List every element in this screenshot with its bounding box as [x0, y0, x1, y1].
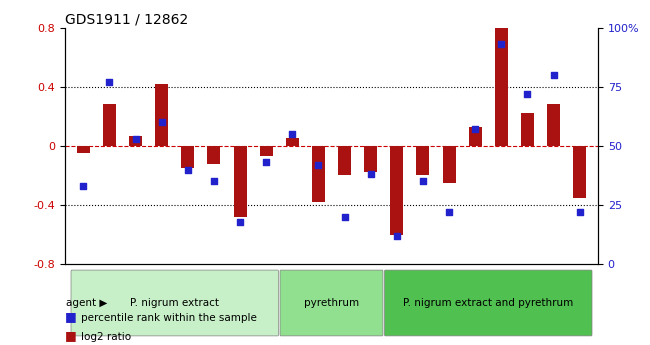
FancyBboxPatch shape: [385, 270, 592, 336]
Bar: [233, 146, 246, 217]
Text: pyrethrum: pyrethrum: [304, 298, 359, 308]
Point: [287, 131, 298, 137]
Bar: [338, 146, 351, 176]
Text: GDS1911 / 12862: GDS1911 / 12862: [65, 12, 188, 27]
Point: [313, 162, 324, 168]
Bar: [259, 146, 273, 156]
Point: [549, 72, 559, 78]
Bar: [364, 146, 377, 172]
Bar: [547, 105, 560, 146]
Bar: [207, 146, 220, 164]
Bar: [469, 127, 482, 146]
Point: [496, 41, 506, 47]
Point: [104, 79, 114, 85]
Point: [339, 214, 350, 220]
Text: agent ▶: agent ▶: [66, 298, 107, 308]
Point: [522, 91, 532, 97]
Point: [365, 171, 376, 177]
FancyBboxPatch shape: [71, 270, 278, 336]
Text: ■: ■: [65, 328, 77, 342]
Point: [470, 127, 480, 132]
Point: [391, 233, 402, 238]
Text: P. nigrum extract: P. nigrum extract: [130, 298, 219, 308]
Bar: [443, 146, 456, 183]
Point: [183, 167, 193, 172]
Bar: [417, 146, 430, 176]
Bar: [155, 84, 168, 146]
Bar: [573, 146, 586, 198]
Point: [261, 160, 272, 165]
Text: ■: ■: [65, 309, 77, 323]
FancyBboxPatch shape: [280, 270, 383, 336]
Bar: [495, 28, 508, 146]
Text: percentile rank within the sample: percentile rank within the sample: [81, 313, 257, 323]
Point: [209, 179, 219, 184]
Point: [418, 179, 428, 184]
Text: P. nigrum extract and pyrethrum: P. nigrum extract and pyrethrum: [403, 298, 573, 308]
Point: [78, 183, 88, 189]
Bar: [181, 146, 194, 168]
Bar: [390, 146, 404, 235]
Point: [157, 119, 167, 125]
Bar: [521, 114, 534, 146]
Point: [235, 219, 245, 224]
Bar: [129, 136, 142, 146]
Bar: [103, 105, 116, 146]
Bar: [77, 146, 90, 153]
Bar: [312, 146, 325, 202]
Point: [131, 136, 141, 141]
Text: log2 ratio: log2 ratio: [81, 332, 131, 342]
Point: [444, 209, 454, 215]
Point: [575, 209, 585, 215]
Bar: [286, 138, 299, 146]
